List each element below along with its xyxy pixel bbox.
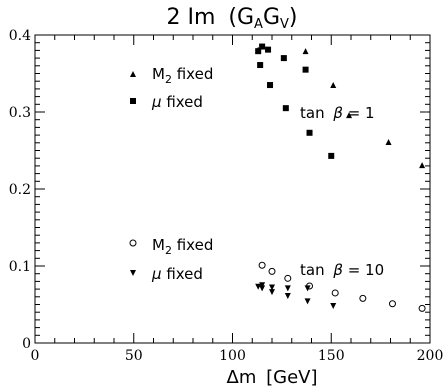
point-m2-tanb10 (284, 274, 292, 282)
legend-label-mu: μ fixed (151, 93, 203, 111)
point-mu-tanb10 (304, 298, 311, 305)
point-m2-tanb1 (302, 48, 309, 55)
point-mu-tanb10 (284, 293, 291, 300)
point-mu-tanb1 (282, 105, 289, 112)
point-m2-tanb10 (268, 267, 276, 275)
legend-label-m2: M2 fixed (152, 65, 213, 86)
point-mu-tanb1 (257, 62, 264, 69)
point-mu-tanb1 (255, 48, 262, 55)
point-mu-tanb1 (328, 152, 335, 159)
point-m2-tanb10 (331, 289, 339, 297)
plot-frame (34, 34, 431, 344)
legend-tanb1: M2 fixed μ fixed (130, 65, 213, 111)
title-main: 2 Im (166, 5, 215, 30)
x-tick-label: 150 (318, 348, 345, 364)
point-mu-tanb10 (284, 285, 291, 292)
point-mu-tanb10 (269, 289, 275, 296)
annotation-tanb10: tan β = 10 (300, 261, 384, 279)
annotation-tanb1: tan β = 1 (300, 104, 375, 122)
point-mu-tanb10 (259, 285, 266, 292)
x-tick-label: 50 (125, 348, 143, 364)
legend-tanb10: M2 fixed μ fixed (129, 236, 213, 283)
y-tick-label: 0.4 (9, 28, 31, 44)
legend-marker-circle-open (129, 239, 137, 247)
point-m2-tanb1 (330, 82, 337, 89)
point-mu-tanb10 (304, 285, 311, 292)
point-m2-tanb1 (346, 112, 353, 119)
point-m2-tanb1 (419, 162, 426, 169)
x-axis: 0 50 100 150 200 (31, 35, 444, 364)
point-mu-tanb1 (302, 66, 309, 73)
point-mu-tanb1 (259, 43, 266, 50)
point-m2-tanb10 (258, 261, 266, 269)
point-mu-tanb10 (269, 284, 275, 291)
x-tick-label: 0 (31, 348, 40, 364)
point-mu-tanb1 (280, 55, 287, 62)
x-label-unit: [GeV] (266, 367, 317, 387)
point-mu-tanb1 (306, 129, 313, 136)
y-tick-label: 0.1 (9, 259, 31, 275)
data-points (255, 43, 426, 312)
x-label-main: Δm (227, 367, 257, 387)
point-mu-tanb10 (259, 282, 266, 289)
title-close: ) (289, 5, 298, 30)
title-sub-v: V (280, 17, 289, 32)
y-tick-label: 0 (22, 336, 31, 352)
point-mu-tanb1 (267, 82, 274, 89)
point-m2-tanb1 (385, 139, 392, 146)
title-g2: G (263, 5, 280, 30)
legend-label-m2-b: M2 fixed (152, 236, 213, 257)
title-paren: (G (228, 5, 254, 30)
x-tick-label: 200 (417, 348, 444, 364)
x-axis-label: Δm [GeV] (227, 367, 318, 387)
legend-marker-triangle-down (130, 270, 136, 276)
y-axis: 0 0.1 0.2 0.3 0.4 (9, 28, 430, 352)
y-tick-label: 0.3 (9, 105, 31, 121)
point-mu-tanb10 (255, 283, 262, 290)
legend-label-mu-b: μ fixed (151, 265, 203, 283)
point-m2-tanb10 (359, 294, 367, 302)
point-mu-tanb1 (265, 46, 272, 53)
point-m2-tanb10 (418, 304, 426, 312)
legend-marker-triangle-up (130, 71, 136, 77)
title-sub-a: A (254, 17, 263, 32)
legend-marker-square (130, 98, 136, 104)
chart-title: 2 Im (GAGV) (166, 5, 297, 32)
point-mu-tanb10 (330, 303, 337, 310)
point-m2-tanb10 (388, 300, 396, 308)
x-tick-label: 100 (219, 348, 246, 364)
y-tick-label: 0.2 (9, 182, 31, 198)
